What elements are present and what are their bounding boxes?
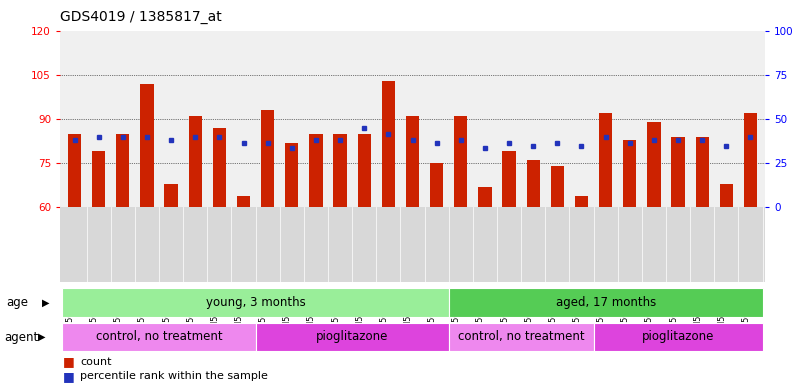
Bar <box>430 163 443 384</box>
Text: ▶: ▶ <box>38 332 46 342</box>
Bar <box>647 122 661 384</box>
Bar <box>406 116 419 384</box>
Text: GDS4019 / 1385817_at: GDS4019 / 1385817_at <box>60 10 222 23</box>
Bar <box>599 113 612 384</box>
Bar <box>213 128 226 384</box>
Text: control, no treatment: control, no treatment <box>458 331 585 343</box>
Bar <box>62 323 256 351</box>
Bar <box>502 151 516 384</box>
Bar <box>140 84 154 384</box>
Text: control, no treatment: control, no treatment <box>96 331 223 343</box>
Bar <box>382 81 395 384</box>
Bar <box>551 166 564 384</box>
Bar <box>671 137 685 384</box>
Bar <box>68 134 81 384</box>
Bar <box>237 195 250 384</box>
Text: ■: ■ <box>62 355 74 368</box>
Bar <box>478 187 492 384</box>
Bar <box>575 195 588 384</box>
Text: count: count <box>80 357 111 367</box>
Bar <box>188 116 202 384</box>
Text: percentile rank within the sample: percentile rank within the sample <box>80 371 268 381</box>
Bar <box>164 184 178 384</box>
Bar <box>623 140 637 384</box>
Text: aged, 17 months: aged, 17 months <box>556 296 656 309</box>
Bar <box>261 110 274 384</box>
Bar <box>449 288 763 317</box>
Bar <box>695 137 709 384</box>
Text: age: age <box>6 296 28 309</box>
Bar <box>285 142 299 384</box>
Bar <box>116 134 130 384</box>
Bar <box>454 116 468 384</box>
Text: ■: ■ <box>62 370 74 383</box>
Bar <box>449 323 594 351</box>
Bar <box>309 134 323 384</box>
Bar <box>357 134 371 384</box>
Text: agent: agent <box>4 331 38 344</box>
Text: pioglitazone: pioglitazone <box>642 331 714 343</box>
Bar <box>719 184 733 384</box>
Bar <box>594 323 763 351</box>
Bar <box>744 113 757 384</box>
Bar <box>333 134 347 384</box>
Bar <box>256 323 449 351</box>
Text: young, 3 months: young, 3 months <box>206 296 305 309</box>
Bar <box>526 160 540 384</box>
Text: ▶: ▶ <box>42 298 49 308</box>
Bar <box>62 288 449 317</box>
Bar <box>92 151 106 384</box>
Text: pioglitazone: pioglitazone <box>316 331 388 343</box>
